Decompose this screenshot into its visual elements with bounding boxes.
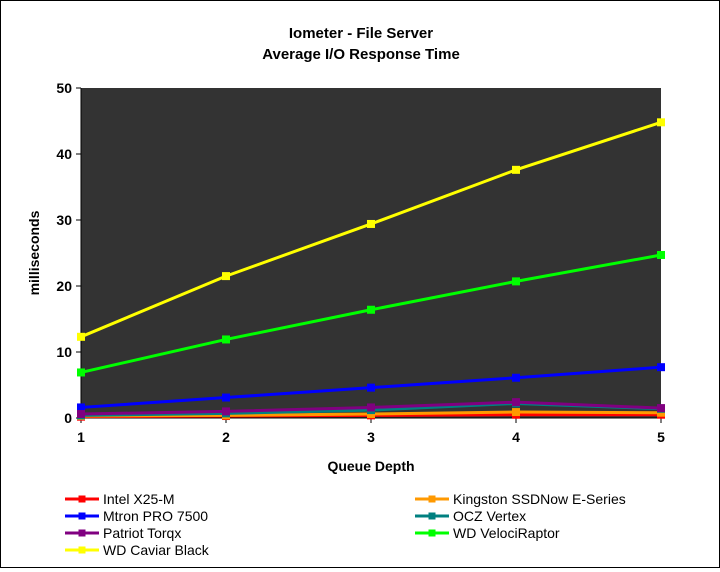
data-point: [77, 368, 85, 377]
data-point: [222, 272, 230, 281]
legend-label: Kingston SSDNow E-Series: [453, 491, 626, 507]
data-point: [367, 403, 375, 412]
legend-item: Patriot Torqx: [65, 525, 181, 541]
legend-item: WD VelociRaptor: [415, 525, 560, 541]
chart-title: Iometer - File Server: [289, 25, 433, 42]
legend-label: Patriot Torqx: [103, 525, 181, 541]
legend-marker: [428, 529, 436, 537]
legend-item: WD Caviar Black: [65, 542, 210, 558]
chart-subtitle: Average I/O Response Time: [262, 46, 460, 63]
x-tick-label: 1: [77, 429, 85, 445]
series-5: [77, 250, 665, 377]
data-point: [77, 410, 85, 419]
legend-item: Mtron PRO 7500: [65, 508, 208, 524]
legend-marker: [78, 512, 86, 520]
data-point: [657, 404, 665, 413]
y-tick-label: 0: [64, 410, 72, 426]
data-point: [657, 363, 665, 372]
y-tick-label: 30: [56, 212, 72, 228]
plot-area: [81, 88, 661, 418]
legend-label: WD Caviar Black: [103, 542, 210, 558]
data-point: [367, 305, 375, 314]
data-point: [222, 393, 230, 402]
legend-marker: [78, 495, 86, 503]
data-point: [657, 118, 665, 127]
legend-label: Intel X25-M: [103, 491, 175, 507]
x-tick-label: 2: [222, 429, 230, 445]
x-tick-label: 3: [367, 429, 375, 445]
data-point: [512, 373, 520, 382]
data-point: [512, 398, 520, 407]
data-point: [367, 383, 375, 392]
legend-label: WD VelociRaptor: [453, 525, 560, 541]
legend-marker: [428, 512, 436, 520]
y-tick-label: 20: [56, 278, 72, 294]
x-tick-label: 5: [657, 429, 665, 445]
legend-item: OCZ Vertex: [415, 508, 526, 524]
legend-label: OCZ Vertex: [453, 508, 526, 524]
legend-item: Intel X25-M: [65, 491, 175, 507]
x-tick-label: 4: [512, 429, 520, 445]
data-point: [77, 403, 85, 412]
series-layer: [77, 118, 665, 421]
x-axis-label: Queue Depth: [327, 458, 414, 474]
series-2: [77, 363, 665, 412]
series-6: [77, 118, 665, 341]
legend: Intel X25-M Kingston SSDNow E-Series Mtron…: [65, 491, 626, 558]
y-tick-label: 10: [56, 344, 72, 360]
y-axis: 0 10 20 30 40 50: [56, 80, 82, 426]
data-point: [367, 219, 375, 228]
data-point: [222, 407, 230, 416]
data-point: [657, 250, 665, 259]
legend-label: Mtron PRO 7500: [103, 508, 208, 524]
data-point: [222, 335, 230, 344]
data-point: [512, 408, 520, 417]
legend-marker: [78, 546, 86, 554]
data-point: [77, 332, 85, 341]
legend-item: Kingston SSDNow E-Series: [415, 491, 626, 507]
legend-marker: [78, 529, 86, 537]
x-axis: 1 2 3 4 5: [77, 417, 665, 445]
y-tick-label: 50: [56, 80, 72, 96]
series-4: [77, 398, 665, 419]
data-point: [512, 165, 520, 174]
legend-marker: [428, 495, 436, 503]
y-axis-label: milliseconds: [26, 210, 42, 295]
y-tick-label: 40: [56, 146, 72, 162]
data-point: [512, 277, 520, 286]
